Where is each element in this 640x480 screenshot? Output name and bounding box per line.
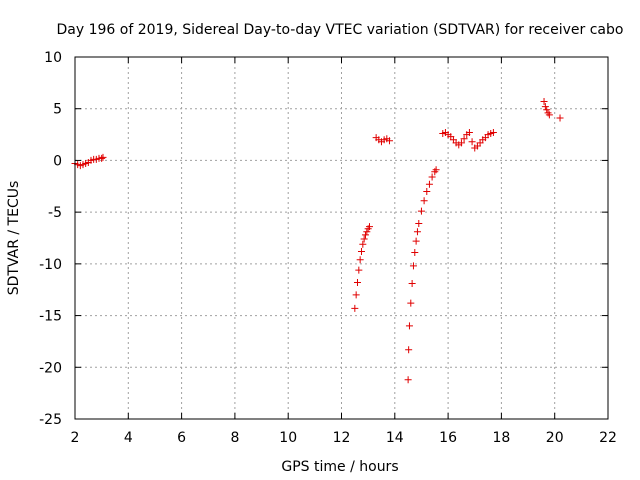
y-tick-label: 0 [53,153,62,169]
data-point [556,114,564,122]
data-point [352,291,360,299]
data-point [99,153,107,161]
x-axis-label: GPS time / hours [281,459,398,475]
data-point [360,235,368,243]
series-arc-1 [71,153,107,170]
data-point [412,237,420,245]
data-point [355,266,363,274]
data-point [420,197,428,205]
data-point [460,135,468,143]
x-tick-label: 16 [439,430,457,446]
data-point [432,166,440,174]
x-tick-label: 22 [599,430,617,446]
y-tick-label: -25 [39,412,62,428]
data-point [98,154,106,162]
x-tick-label: 10 [279,430,297,446]
x-tick-label: 8 [230,430,239,446]
series-arc-7 [540,97,553,119]
y-axis-label: SDTVAR / TECUs [6,181,22,296]
data-point [457,139,465,147]
data-point [409,262,417,270]
x-tick-label: 12 [333,430,351,446]
data-point [425,180,433,188]
y-tick-label: 5 [53,102,62,118]
data-point [356,256,364,264]
x-tick-label: 4 [124,430,133,446]
y-tick-label: -10 [39,257,62,273]
data-point [465,129,473,137]
data-point [363,228,371,236]
data-point [361,231,369,239]
data-point [351,304,359,312]
x-tick-label: 6 [177,430,186,446]
data-point [353,278,361,286]
series-arc-6 [468,129,497,152]
data-point [413,228,421,236]
data-point [408,280,416,288]
data-point [540,97,548,105]
grid-lines [75,57,608,419]
series-arc-5 [439,129,473,149]
data-point [541,103,549,111]
data-point [407,299,415,307]
series-arc-2 [351,223,373,312]
data-point [417,207,425,215]
chart-title: Day 196 of 2019, Sidereal Day-to-day VTE… [57,22,624,38]
data-point [545,111,553,119]
data-point [468,138,476,146]
x-tick-label: 14 [386,430,404,446]
data-point [365,223,373,231]
series-arc-8 [556,114,564,122]
series-arc-3 [372,134,393,146]
x-tick-label: 20 [546,430,564,446]
data-point [428,173,436,181]
data-point [489,129,497,137]
data-points [71,97,564,384]
y-tick-label: 10 [44,50,62,66]
plot-frame [74,56,609,420]
x-tick-labels: 2 4 6 8 10 12 14 16 18 20 22 [71,430,617,446]
data-point [357,247,365,255]
data-point [405,322,413,330]
data-point [405,346,413,354]
data-point [423,187,431,195]
y-tick-label: -15 [39,309,62,325]
y-tick-labels: -25 -20 -15 -10 -5 0 5 10 [39,50,62,428]
x-tick-label: 2 [71,430,80,446]
data-point [415,220,423,228]
data-point [543,106,551,114]
series-arc-4 [404,166,440,384]
data-point [385,137,393,145]
y-tick-label: -5 [48,205,62,221]
data-point [404,376,412,384]
y-tick-label: -20 [39,360,62,376]
data-point [359,240,367,248]
data-point [411,248,419,256]
x-tick-label: 18 [492,430,510,446]
